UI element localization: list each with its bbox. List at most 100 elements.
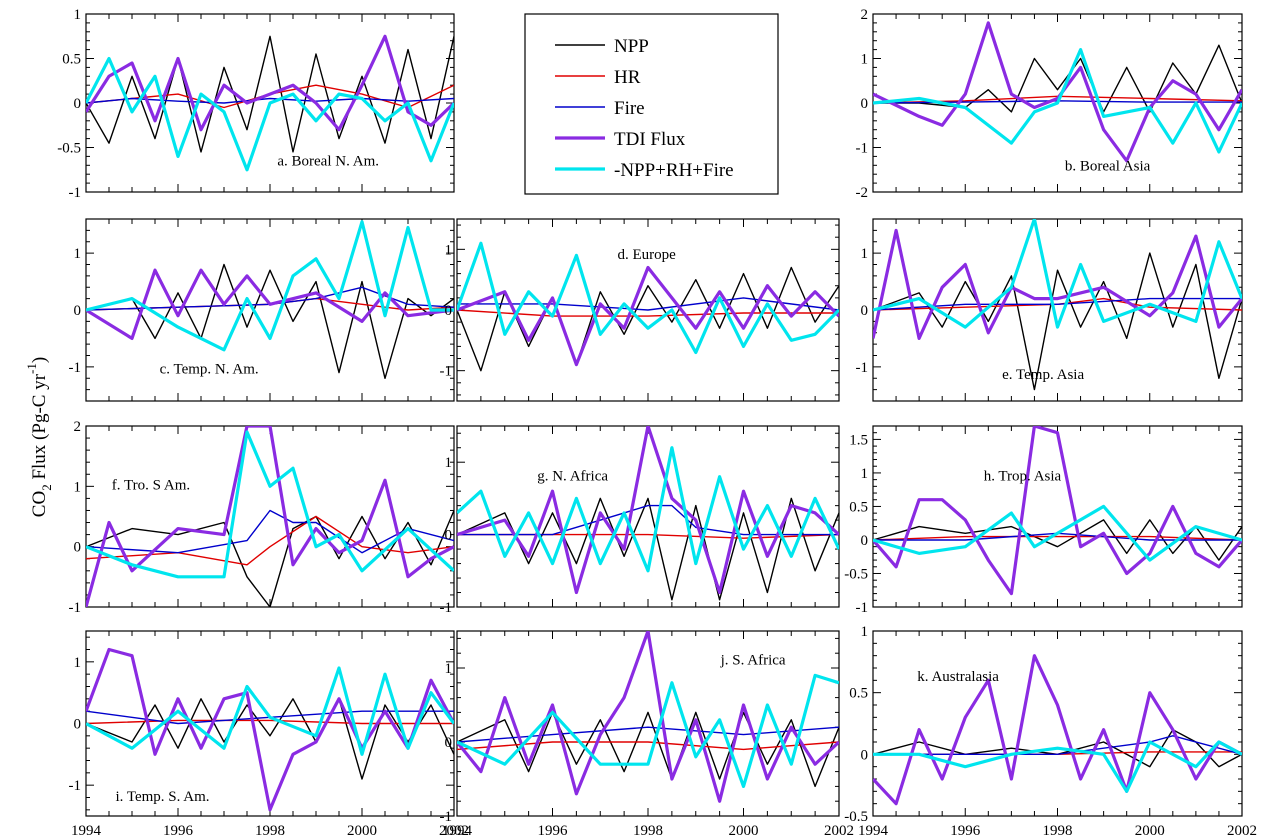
- series-group: [86, 647, 454, 812]
- panel-frame: [872, 630, 1243, 817]
- panel-frame: [872, 425, 1243, 608]
- panel-title: k. Australasia: [917, 669, 999, 685]
- panel-j: -1 0 1 1994 1996 1998 2000 2002 j. S. Africa: [440, 630, 854, 838]
- x-tick-label: 2000: [729, 823, 759, 838]
- panel-title: j. S. Africa: [720, 652, 786, 668]
- y-tick-label: -1: [69, 360, 82, 376]
- y-tick-label: -1: [856, 141, 869, 157]
- y-tick-label: -1: [440, 364, 453, 380]
- series-line-bottomup: [86, 56, 454, 172]
- series-group: [86, 426, 454, 607]
- y-tick-label: -2: [856, 185, 869, 201]
- y-tick-label: 1: [861, 246, 869, 262]
- y-tick-label: 1.5: [849, 432, 868, 448]
- series-line-tdi: [873, 228, 1242, 340]
- y-tick-label: 2: [74, 419, 82, 435]
- series-group: [873, 654, 1242, 806]
- x-tick-label: 2002: [439, 823, 469, 838]
- panel-k: -0.5 0 0.5 1 1994 1996 1998 2000 2002 k. Australa…: [844, 624, 1257, 838]
- x-tick-label: 2002: [824, 823, 854, 838]
- panel-a: -1 -0.5 0 0.5 1 a. Boreal N. Am.: [57, 7, 455, 201]
- series-line-tdi: [457, 265, 839, 367]
- x-tick-label: 2002: [1227, 823, 1257, 838]
- series-line-bottomup: [86, 666, 454, 756]
- series-group: [86, 220, 454, 379]
- x-tick-label: 1996: [950, 823, 981, 838]
- y-tick-label: 0.5: [849, 499, 868, 515]
- panel-g: -1 0 1 g. N. Africa: [440, 425, 840, 616]
- series-group: [873, 219, 1242, 391]
- x-tick-label: 1998: [255, 823, 285, 838]
- x-tick-label: 1996: [538, 823, 569, 838]
- series-line-npp: [457, 497, 839, 601]
- x-tick-label: 1994: [442, 823, 473, 838]
- panel-title: f. Tro. S Am.: [112, 477, 190, 493]
- series-group: [86, 34, 454, 172]
- y-tick-label: 0: [74, 540, 82, 556]
- panel-e: -1 0 1 e. Temp. Asia: [856, 218, 1243, 402]
- y-tick-label: -1: [856, 600, 869, 616]
- series-line-bottomup: [457, 241, 839, 355]
- x-tick-label: 1998: [1043, 823, 1073, 838]
- panel-title: g. N. Africa: [537, 468, 608, 484]
- series-line-tdi: [86, 647, 454, 812]
- series-line-fire: [86, 509, 454, 554]
- panel-title: a. Boreal N. Am.: [277, 153, 379, 169]
- legend: NPP HR Fire TDI Flux -NPP+RH+Fire: [524, 13, 779, 195]
- series-line-tdi: [86, 34, 454, 132]
- series-line-bottomup: [873, 504, 1242, 562]
- y-tick-label: 0: [861, 747, 869, 763]
- series-line-hr: [86, 515, 454, 566]
- panel-b: -2 -1 0 1 2 b. Boreal Asia: [856, 7, 1243, 201]
- panel-title: c. Temp. N. Am.: [160, 362, 259, 378]
- y-tick-label: -0.5: [844, 566, 868, 582]
- legend-box: [524, 13, 779, 195]
- series-line-tdi: [873, 654, 1242, 806]
- legend-label: HR: [614, 67, 641, 88]
- panel-d: -1 0 1 d. Europe: [440, 218, 840, 402]
- y-tick-label: 1: [861, 624, 869, 640]
- series-group: [457, 631, 839, 803]
- series-group: [457, 241, 839, 372]
- series-group: [457, 426, 839, 601]
- y-axis-title: CO2 Flux (Pg-C yr-1): [24, 357, 54, 517]
- y-tick-label: 0: [861, 303, 869, 319]
- series-line-npp: [457, 266, 839, 372]
- y-tick-label: 1: [861, 466, 869, 482]
- x-tick-label: 1996: [163, 823, 194, 838]
- series-line-bottomup: [86, 220, 454, 352]
- y-tick-label: -1: [440, 600, 453, 616]
- panel-i: -1 0 1 1994 1996 1998 2000 2002 i. Temp. S. Am.: [69, 630, 469, 838]
- y-tick-label: 1: [445, 661, 453, 677]
- series-line-bottomup: [457, 673, 839, 789]
- series-line-tdi: [873, 21, 1242, 163]
- series-line-hr: [873, 297, 1242, 311]
- series-group: [873, 21, 1242, 163]
- y-tick-label: 0: [74, 96, 82, 112]
- panel-title: b. Boreal Asia: [1065, 159, 1151, 175]
- series-line-npp: [873, 729, 1242, 768]
- panel-title: h. Trop. Asia: [984, 468, 1062, 484]
- series-line-bottomup: [873, 219, 1242, 329]
- series-line-bottomup: [873, 47, 1242, 154]
- panels: -1 -0.5 0 0.5 1 a. Boreal N. Am. -2 -1 0 1 2 b. Bor…: [57, 7, 1257, 838]
- legend-label: NPP: [614, 36, 649, 57]
- legend-label: -NPP+RH+Fire: [614, 160, 734, 181]
- y-tick-label: 0: [861, 533, 869, 549]
- y-tick-label: -1: [440, 809, 453, 825]
- y-tick-label: 2: [861, 7, 869, 23]
- y-tick-label: 0: [445, 735, 453, 751]
- series-line-bottomup: [873, 740, 1242, 793]
- series-group: [873, 426, 1242, 596]
- y-tick-label: 1: [445, 242, 453, 258]
- series-line-fire: [457, 504, 839, 536]
- y-tick-label: -1: [856, 360, 869, 376]
- series-line-npp: [86, 35, 454, 153]
- x-tick-label: 1998: [633, 823, 663, 838]
- series-line-tdi: [457, 631, 839, 803]
- panel-frame: [456, 425, 840, 608]
- series-line-tdi: [873, 426, 1242, 596]
- y-tick-label: 0: [445, 528, 453, 544]
- y-tick-label: 0.5: [62, 52, 81, 68]
